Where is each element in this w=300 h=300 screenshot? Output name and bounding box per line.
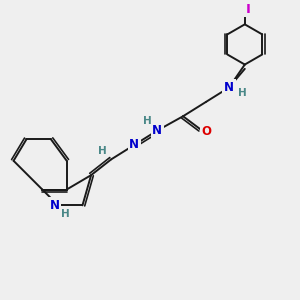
Text: N: N bbox=[50, 199, 60, 212]
Text: H: H bbox=[98, 146, 106, 156]
Text: H: H bbox=[143, 116, 152, 126]
Text: N: N bbox=[224, 81, 234, 94]
Text: O: O bbox=[202, 125, 212, 138]
Text: H: H bbox=[238, 88, 247, 98]
Text: I: I bbox=[246, 3, 251, 16]
Text: N: N bbox=[129, 139, 139, 152]
Text: N: N bbox=[152, 124, 162, 137]
Text: H: H bbox=[61, 209, 70, 220]
